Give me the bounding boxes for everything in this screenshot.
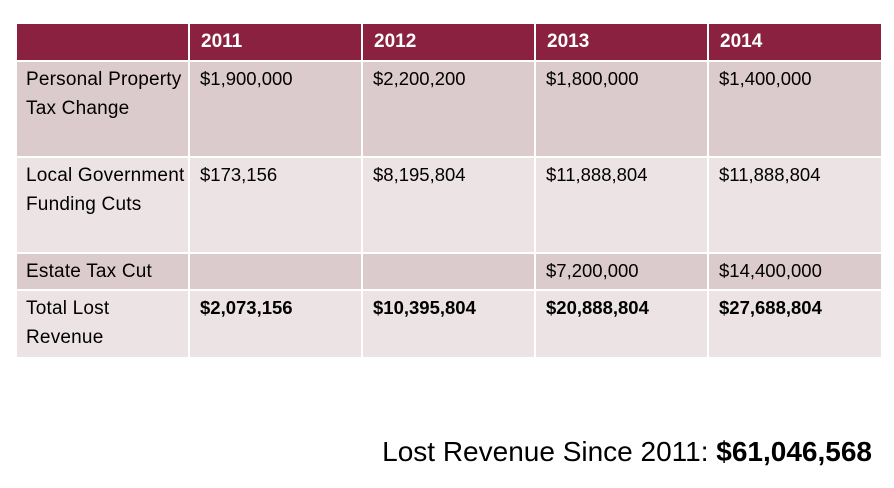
table-row-personal-property-tax: Personal Property Tax Change $1,900,000 … — [17, 62, 881, 158]
column-header-2013: 2013 — [536, 24, 709, 62]
lost-revenue-table: 2011 2012 2013 2014 Personal Property Ta… — [17, 24, 881, 359]
cell-2011 — [190, 254, 363, 291]
cell-2011: $1,900,000 — [190, 62, 363, 158]
table-row-local-government-funding: Local Government Funding Cuts $173,156 $… — [17, 158, 881, 254]
row-label: Total Lost Revenue — [17, 291, 190, 359]
cell-2011: $173,156 — [190, 158, 363, 254]
cell-2013: $1,800,000 — [536, 62, 709, 158]
table-header-row: 2011 2012 2013 2014 — [17, 24, 881, 62]
row-label: Estate Tax Cut — [17, 254, 190, 291]
row-label: Personal Property Tax Change — [17, 62, 190, 158]
cell-2012: $2,200,200 — [363, 62, 536, 158]
summary-total: $61,046,568 — [716, 436, 872, 467]
summary-label: Lost Revenue Since 2011: — [382, 436, 709, 467]
column-header-2014: 2014 — [709, 24, 881, 62]
cell-2014: $11,888,804 — [709, 158, 881, 254]
cell-2014: $14,400,000 — [709, 254, 881, 291]
cell-2014: $27,688,804 — [709, 291, 881, 359]
table-row-total-lost-revenue: Total Lost Revenue $2,073,156 $10,395,80… — [17, 291, 881, 359]
column-header-2012: 2012 — [363, 24, 536, 62]
cell-2013: $20,888,804 — [536, 291, 709, 359]
row-label: Local Government Funding Cuts — [17, 158, 190, 254]
cell-2012 — [363, 254, 536, 291]
cell-2014: $1,400,000 — [709, 62, 881, 158]
cell-2012: $10,395,804 — [363, 291, 536, 359]
cell-2012: $8,195,804 — [363, 158, 536, 254]
column-header-blank — [17, 24, 190, 62]
lost-revenue-summary: Lost Revenue Since 2011: $61,046,568 — [382, 436, 872, 468]
column-header-2011: 2011 — [190, 24, 363, 62]
cell-2013: $11,888,804 — [536, 158, 709, 254]
table-row-estate-tax-cut: Estate Tax Cut $7,200,000 $14,400,000 — [17, 254, 881, 291]
cell-2011: $2,073,156 — [190, 291, 363, 359]
cell-2013: $7,200,000 — [536, 254, 709, 291]
